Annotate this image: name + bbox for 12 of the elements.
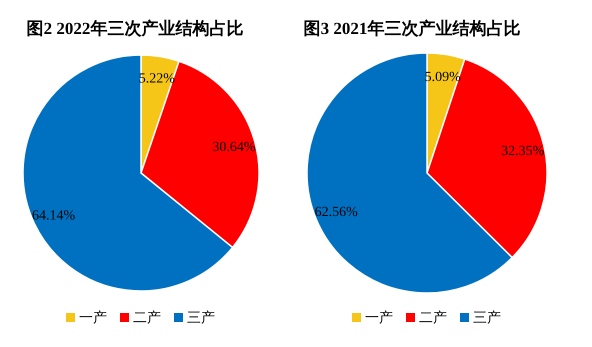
legend-label: 三产 — [473, 310, 501, 326]
legend-label: 二产 — [419, 310, 447, 326]
data-label: 64.14% — [32, 208, 76, 224]
legend-label: 二产 — [133, 310, 161, 326]
legend-label: 一产 — [79, 310, 107, 326]
legend-label: 三产 — [187, 310, 215, 326]
data-label: 62.56% — [314, 204, 358, 220]
chart-title: 图2 2022年三次产业结构占比 — [26, 19, 244, 38]
data-label: 32.35% — [501, 144, 545, 160]
data-label: 30.64% — [212, 140, 256, 156]
chart-title: 图3 2021年三次产业结构占比 — [304, 19, 520, 38]
legend-label: 一产 — [365, 310, 393, 326]
